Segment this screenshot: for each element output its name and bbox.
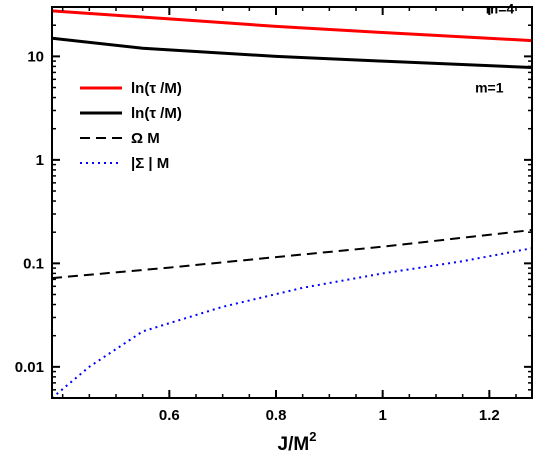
legend-label-3: Ω M <box>131 130 160 147</box>
x-axis-title-superscript: 2 <box>309 429 316 444</box>
series-line-1 <box>52 9 532 43</box>
plot-frame <box>51 6 533 399</box>
legend-label-4: |Σ | M <box>131 155 169 172</box>
x-axis-title-main: J/M <box>278 434 310 455</box>
legend-label-2: ln(τ /M) <box>131 105 182 122</box>
series-line-3 <box>52 229 532 280</box>
y-tick-label: 1 <box>36 152 44 169</box>
y-tick-label: 0.01 <box>15 359 44 376</box>
series-line-2 <box>52 36 532 69</box>
y-tick-label: 10 <box>27 48 44 65</box>
y-tick-label: 0.1 <box>23 255 44 272</box>
x-tick-label: 1.2 <box>479 407 500 424</box>
series-line-4 <box>52 247 532 398</box>
x-tick-label: 0.8 <box>266 407 287 424</box>
x-tick-label: 1 <box>378 407 386 424</box>
annotation-2: m=1 <box>475 80 504 96</box>
legend-label-1: ln(τ /M) <box>131 80 182 97</box>
annotation-1: m=4 <box>486 1 515 17</box>
x-tick-label: 0.6 <box>159 407 180 424</box>
x-axis-title: J/M2 <box>278 429 317 455</box>
series-group <box>52 9 532 398</box>
